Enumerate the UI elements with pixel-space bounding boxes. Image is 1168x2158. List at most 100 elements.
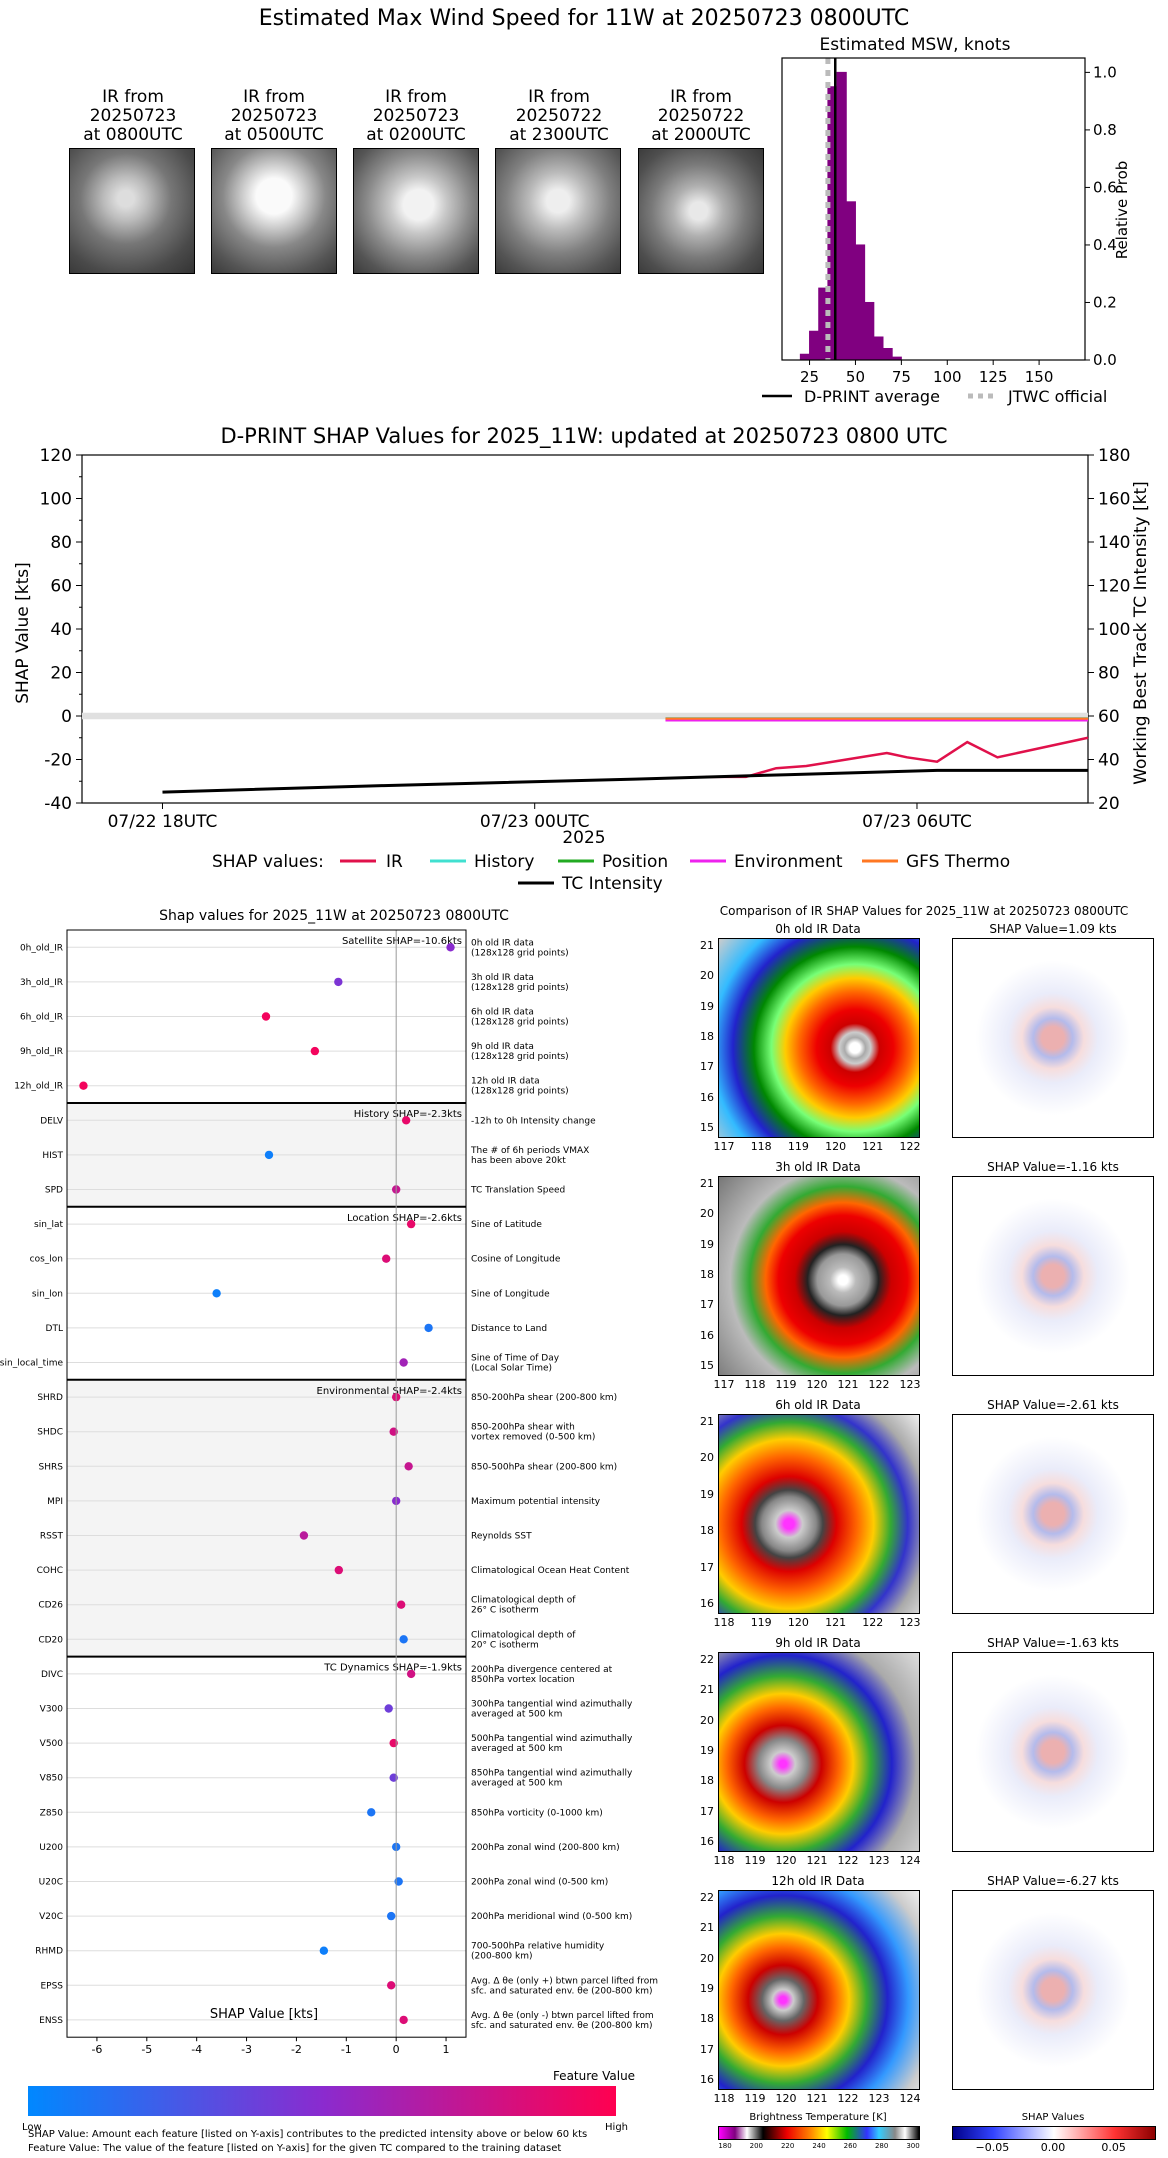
histogram-bar xyxy=(882,347,893,361)
feature-name: Z850 xyxy=(40,1808,64,1818)
ir-panel-ytick: 22 xyxy=(700,1653,714,1666)
legend-tc-label: TC Intensity xyxy=(561,874,663,894)
shap-panel-title: SHAP Value=-1.16 kts xyxy=(987,1160,1119,1174)
ir-panel-ytick: 18 xyxy=(700,1774,714,1788)
feature-description-2: (128x128 grid points) xyxy=(471,1052,569,1062)
feature-shap-point xyxy=(299,1531,309,1540)
feature-shap-point xyxy=(264,1150,274,1160)
feature-name: DELV xyxy=(40,1116,64,1126)
y2-tick-label: 120 xyxy=(1098,577,1130,597)
feature-name: SHRS xyxy=(39,1462,64,1472)
ir-panel-ytick: 16 xyxy=(700,1090,714,1104)
y2-tick-label: 100 xyxy=(1098,620,1130,640)
feature-rows: Satellite SHAP=-10.6kts 0h_old_IR 0h old I… xyxy=(0,929,658,2056)
ir-panel-xtick: 119 xyxy=(744,2092,766,2105)
feature-description-2: sfc. and saturated env. θe (200-800 km) xyxy=(471,2021,653,2031)
feature-description: The # of 6h periods VMAX xyxy=(470,1146,589,1156)
x-tick-label: -5 xyxy=(141,2043,152,2056)
ir-panel-image xyxy=(718,938,920,1138)
ir-panel-xtick: 121 xyxy=(806,1854,828,1867)
bt-tick: 180 xyxy=(718,2142,732,2150)
ir-panel-title: 6h old IR Data xyxy=(775,1398,861,1412)
feature-name: DIVC xyxy=(41,1670,63,1680)
x-tick-label: 50 xyxy=(846,368,865,386)
feature-description: 200hPa meridional wind (0-500 km) xyxy=(471,1912,632,1922)
feature-description-2: (128x128 grid points) xyxy=(471,948,569,958)
feature-description-2: averaged at 500 km xyxy=(471,1744,562,1754)
footnotes: SHAP Value: Amount each feature [listed … xyxy=(28,2128,587,2156)
feature-name: V850 xyxy=(40,1774,64,1784)
x-tick-label: 07/23 00UTC xyxy=(480,812,590,832)
ir-panel-ytick: 19 xyxy=(700,999,714,1013)
feature-description: 850-200hPa shear (200-800 km) xyxy=(471,1393,617,1403)
feature-description: 3h old IR data xyxy=(471,973,534,983)
shap-panel-image xyxy=(952,1652,1154,1852)
ir-panel-ytick: 17 xyxy=(700,1560,714,1574)
ir-panel-ytick: 21 xyxy=(700,1921,714,1935)
histogram-ylabel: Relative Prob xyxy=(1113,161,1131,260)
histogram-bar xyxy=(873,336,884,361)
ir-panel-xtick: 120 xyxy=(775,1854,797,1867)
feature-shap-point xyxy=(334,977,343,987)
feature-shap-point xyxy=(399,2015,408,2025)
feature-name: U200 xyxy=(39,1843,63,1853)
feature-description: Climatological depth of xyxy=(471,1630,576,1640)
feature-shap-point xyxy=(384,1704,393,1713)
feature-group-label: Satellite SHAP=-10.6kts xyxy=(342,936,462,947)
y-tick-label: 0.6 xyxy=(1093,178,1117,196)
feature-name: sin_local_time xyxy=(0,1359,63,1369)
y2-tick-label: 40 xyxy=(1098,751,1120,771)
feature-shap-point xyxy=(396,1600,406,1609)
feature-name: sin_lon xyxy=(32,1289,63,1299)
ir-panel-xtick: 119 xyxy=(775,1378,797,1391)
bt-tick: 220 xyxy=(780,2142,795,2150)
shap-timeseries-chart: D-PRINT SHAP Values for 2025_11W: update… xyxy=(13,424,1151,894)
x-tick-label: -3 xyxy=(241,2043,252,2056)
colorbar-label: Feature Value xyxy=(553,2069,635,2083)
y-tick-label: 20 xyxy=(50,664,72,684)
ir-panel-xtick: 118 xyxy=(744,1378,766,1391)
feature-name: ENSS xyxy=(39,2016,63,2026)
msw-histogram: Estimated MSW, knots 25 50 75 100 125 150 0.0 0… xyxy=(762,35,1131,406)
ir-panel-ytick: 20 xyxy=(700,1207,714,1221)
feature-group-label: Location SHAP=-2.6kts xyxy=(347,1213,462,1224)
thumbnail-caption: IR from 20250723 at 0500UTC xyxy=(224,87,324,145)
feature-name: cos_lon xyxy=(30,1255,63,1265)
tc-intensity-line xyxy=(162,768,1088,794)
histogram-bar xyxy=(854,244,866,361)
ir-panel-ytick: 17 xyxy=(700,2042,714,2056)
feature-description-2: averaged at 500 km xyxy=(471,1710,562,1720)
timeseries-axes: -40 -20 0 20 40 60 80 100 120 20 40 60 80 100 120 140 16… xyxy=(40,446,1131,832)
histogram-bar xyxy=(864,301,875,361)
ir-panel-ytick: 16 xyxy=(700,1597,714,1610)
shap-panel-title: SHAP Value=-6.27 kts xyxy=(987,1874,1119,1888)
feature-description-2: (128x128 grid points) xyxy=(471,983,569,993)
timeseries-ylabel: SHAP Value [kts] xyxy=(13,562,33,704)
shap-panel-image xyxy=(952,938,1154,1138)
ir-panel-title: 12h old IR Data xyxy=(771,1874,865,1888)
ir-thumbnail-2300 xyxy=(495,148,621,274)
x-tick-label: 07/22 18UTC xyxy=(108,812,218,832)
feature-description: 200hPa divergence centered at xyxy=(471,1665,613,1675)
feature-group-label: TC Dynamics SHAP=-1.9kts xyxy=(323,1663,462,1674)
ir-panel-xtick: 120 xyxy=(787,1616,809,1629)
legend-jtwc-label: JTWC official xyxy=(1007,387,1107,406)
ir-thumbnail-2000 xyxy=(638,148,764,274)
feature-description: 850hPa vorticity (0-1000 km) xyxy=(471,1808,603,1818)
ir-panel-xtick: 123 xyxy=(899,1616,921,1629)
y-tick-label: 80 xyxy=(50,533,72,553)
feature-description: Reynolds SST xyxy=(471,1532,532,1542)
legend-environment-label: Environment xyxy=(734,852,843,872)
feature-description: 12h old IR data xyxy=(471,1077,540,1087)
ir-panel-ytick: 18 xyxy=(700,2012,714,2026)
y2-tick-label: 60 xyxy=(1098,707,1120,727)
feature-description: 200hPa zonal wind (0-500 km) xyxy=(471,1878,608,1888)
ir-panel-title: 9h old IR Data xyxy=(775,1636,861,1650)
ir-panel-image xyxy=(718,1890,920,2090)
x-tick-label: 150 xyxy=(1025,368,1054,386)
ir-panel-ytick: 16 xyxy=(700,1835,714,1848)
ir-panel-ytick: 15 xyxy=(700,1121,714,1134)
x-tick-label: 125 xyxy=(979,368,1008,386)
feature-description: Sine of Latitude xyxy=(471,1220,542,1230)
ir-panel-title: 0h old IR Data xyxy=(775,922,861,936)
